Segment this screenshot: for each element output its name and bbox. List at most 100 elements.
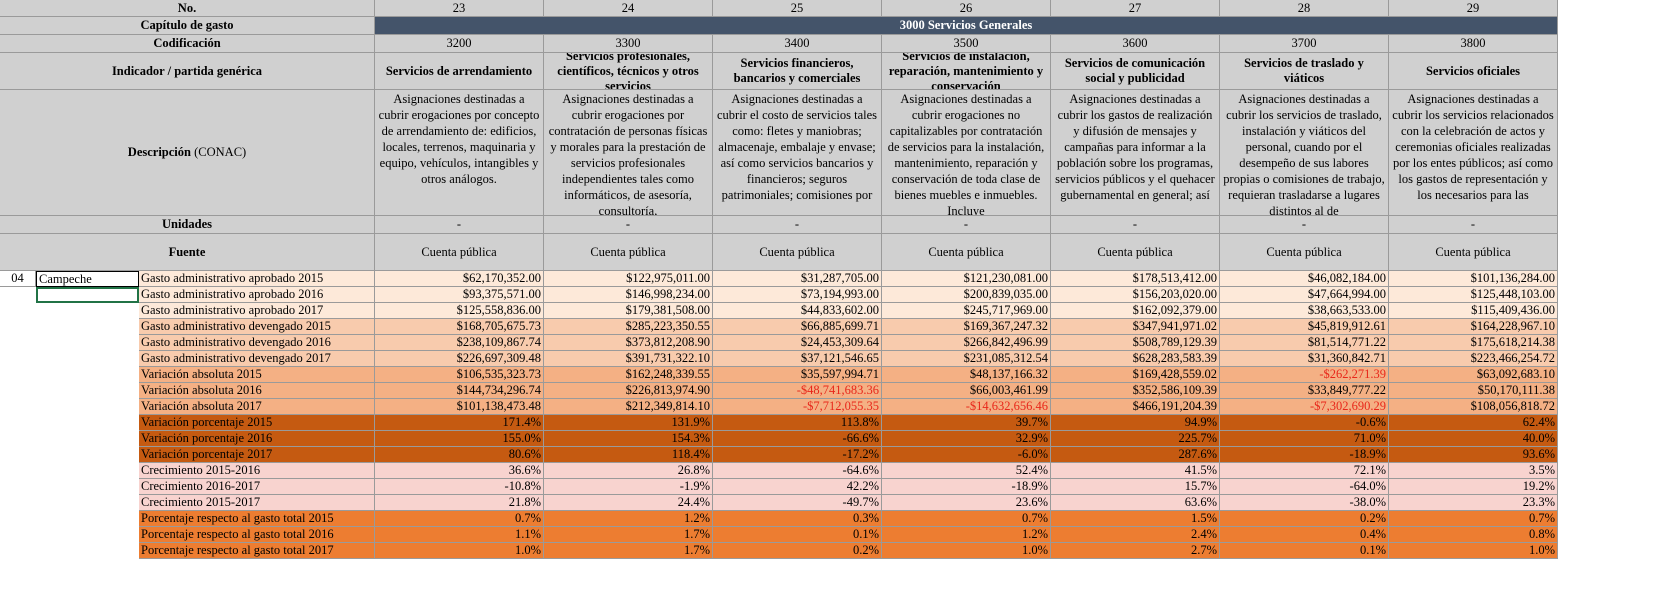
value-cell[interactable]: $31,360,842.71 — [1220, 351, 1389, 367]
column-code-cell[interactable]: 3500 — [882, 35, 1051, 53]
value-cell[interactable]: 155.0% — [375, 431, 544, 447]
value-cell[interactable]: $37,121,546.65 — [713, 351, 882, 367]
column-description-cell[interactable]: Asignaciones destinadas a cubrir erogaci… — [544, 90, 713, 216]
value-cell[interactable]: $200,839,035.00 — [882, 287, 1051, 303]
empty-cell[interactable] — [0, 431, 36, 447]
empty-cell[interactable] — [0, 527, 36, 543]
value-cell[interactable]: 72.1% — [1220, 463, 1389, 479]
no-header-label[interactable]: No. — [0, 0, 375, 17]
column-unit-cell[interactable]: - — [1220, 216, 1389, 234]
value-cell[interactable]: $93,375,571.00 — [375, 287, 544, 303]
value-cell[interactable]: $508,789,129.39 — [1051, 335, 1220, 351]
value-cell[interactable]: $38,663,533.00 — [1220, 303, 1389, 319]
row-label-cell[interactable]: Crecimiento 2015-2017 — [139, 495, 375, 511]
fuente-header-label[interactable]: Fuente — [0, 234, 375, 271]
capitulo-header-label[interactable]: Capítulo de gasto — [0, 17, 375, 35]
value-cell[interactable]: $44,833,602.00 — [713, 303, 882, 319]
value-cell[interactable]: $169,428,559.02 — [1051, 367, 1220, 383]
value-cell[interactable]: 19.2% — [1389, 479, 1558, 495]
empty-cell[interactable] — [0, 511, 36, 527]
value-cell[interactable]: -$48,741,683.36 — [713, 383, 882, 399]
column-description-cell[interactable]: Asignaciones destinadas a cubrir el cost… — [713, 90, 882, 216]
state-number-cell[interactable]: 04 — [0, 271, 36, 287]
value-cell[interactable]: -49.7% — [713, 495, 882, 511]
empty-cell[interactable] — [36, 447, 139, 463]
empty-cell[interactable] — [36, 367, 139, 383]
value-cell[interactable]: 80.6% — [375, 447, 544, 463]
value-cell[interactable]: $347,941,971.02 — [1051, 319, 1220, 335]
value-cell[interactable]: 171.4% — [375, 415, 544, 431]
value-cell[interactable]: $162,092,379.00 — [1051, 303, 1220, 319]
value-cell[interactable]: 0.7% — [882, 511, 1051, 527]
value-cell[interactable]: -66.6% — [713, 431, 882, 447]
row-label-cell[interactable]: Variación absoluta 2015 — [139, 367, 375, 383]
value-cell[interactable]: 1.0% — [375, 543, 544, 559]
value-cell[interactable]: 24.4% — [544, 495, 713, 511]
column-title-cell[interactable]: Servicios profesionales, científicos, té… — [544, 53, 713, 90]
column-source-cell[interactable]: Cuenta pública — [713, 234, 882, 271]
descripcion-header-label[interactable]: Descripción (CONAC) — [0, 90, 375, 216]
value-cell[interactable]: 36.6% — [375, 463, 544, 479]
row-label-cell[interactable]: Porcentaje respecto al gasto total 2017 — [139, 543, 375, 559]
value-cell[interactable]: 1.2% — [882, 527, 1051, 543]
column-number-cell[interactable]: 23 — [375, 0, 544, 17]
value-cell[interactable]: 1.5% — [1051, 511, 1220, 527]
empty-cell[interactable] — [0, 367, 36, 383]
value-cell[interactable]: $35,597,994.71 — [713, 367, 882, 383]
row-label-cell[interactable]: Variación porcentaje 2017 — [139, 447, 375, 463]
value-cell[interactable]: $45,819,912.61 — [1220, 319, 1389, 335]
value-cell[interactable]: $179,381,508.00 — [544, 303, 713, 319]
empty-cell[interactable] — [36, 415, 139, 431]
value-cell[interactable]: 15.7% — [1051, 479, 1220, 495]
column-description-cell[interactable]: Asignaciones destinadas a cubrir los ser… — [1389, 90, 1558, 216]
value-cell[interactable]: -18.9% — [1220, 447, 1389, 463]
value-cell[interactable]: 0.1% — [1220, 543, 1389, 559]
empty-cell[interactable] — [0, 335, 36, 351]
column-unit-cell[interactable]: - — [1051, 216, 1220, 234]
column-unit-cell[interactable]: - — [375, 216, 544, 234]
column-code-cell[interactable]: 3600 — [1051, 35, 1220, 53]
value-cell[interactable]: $125,558,836.00 — [375, 303, 544, 319]
value-cell[interactable]: 21.8% — [375, 495, 544, 511]
value-cell[interactable]: $226,813,974.90 — [544, 383, 713, 399]
value-cell[interactable]: $62,170,352.00 — [375, 271, 544, 287]
value-cell[interactable]: $46,082,184.00 — [1220, 271, 1389, 287]
value-cell[interactable]: 0.1% — [713, 527, 882, 543]
value-cell[interactable]: 40.0% — [1389, 431, 1558, 447]
value-cell[interactable]: 32.9% — [882, 431, 1051, 447]
value-cell[interactable]: -17.2% — [713, 447, 882, 463]
value-cell[interactable]: $352,586,109.39 — [1051, 383, 1220, 399]
column-unit-cell[interactable]: - — [713, 216, 882, 234]
value-cell[interactable]: $115,409,436.00 — [1389, 303, 1558, 319]
value-cell[interactable]: 63.6% — [1051, 495, 1220, 511]
empty-cell[interactable] — [36, 511, 139, 527]
value-cell[interactable]: 287.6% — [1051, 447, 1220, 463]
value-cell[interactable]: -64.6% — [713, 463, 882, 479]
value-cell[interactable]: 0.3% — [713, 511, 882, 527]
value-cell[interactable]: 0.2% — [713, 543, 882, 559]
value-cell[interactable]: $33,849,777.22 — [1220, 383, 1389, 399]
value-cell[interactable]: $24,453,309.64 — [713, 335, 882, 351]
value-cell[interactable]: -$7,712,055.35 — [713, 399, 882, 415]
value-cell[interactable]: $231,085,312.54 — [882, 351, 1051, 367]
column-source-cell[interactable]: Cuenta pública — [544, 234, 713, 271]
value-cell[interactable]: -18.9% — [882, 479, 1051, 495]
empty-cell[interactable] — [36, 463, 139, 479]
row-label-cell[interactable]: Crecimiento 2015-2016 — [139, 463, 375, 479]
value-cell[interactable]: $245,717,969.00 — [882, 303, 1051, 319]
capitulo-banner[interactable]: 3000 Servicios Generales — [375, 17, 1558, 35]
value-cell[interactable]: $238,109,867.74 — [375, 335, 544, 351]
empty-cell[interactable] — [0, 463, 36, 479]
empty-cell[interactable] — [36, 351, 139, 367]
value-cell[interactable]: 0.8% — [1389, 527, 1558, 543]
value-cell[interactable]: 1.0% — [1389, 543, 1558, 559]
codificacion-header-label[interactable]: Codificación — [0, 35, 375, 53]
value-cell[interactable]: $108,056,818.72 — [1389, 399, 1558, 415]
value-cell[interactable]: $285,223,350.55 — [544, 319, 713, 335]
row-label-cell[interactable]: Gasto administrativo devengado 2017 — [139, 351, 375, 367]
column-unit-cell[interactable]: - — [1389, 216, 1558, 234]
value-cell[interactable]: 118.4% — [544, 447, 713, 463]
value-cell[interactable]: 0.4% — [1220, 527, 1389, 543]
value-cell[interactable]: 41.5% — [1051, 463, 1220, 479]
value-cell[interactable]: 0.7% — [375, 511, 544, 527]
